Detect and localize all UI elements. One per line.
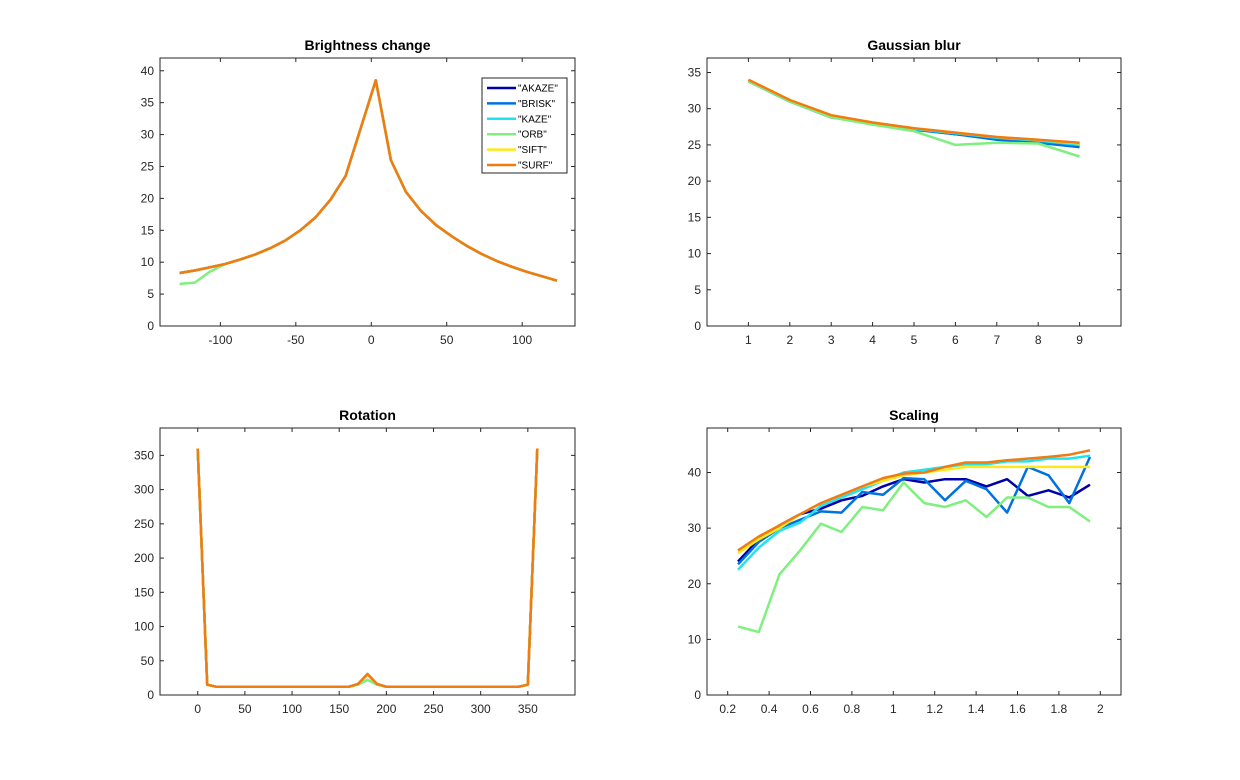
x-tick-label: 1.8 xyxy=(1051,702,1068,716)
y-tick-label: 25 xyxy=(688,138,702,152)
x-tick-label: 5 xyxy=(911,333,918,347)
y-tick-label: 20 xyxy=(141,191,155,205)
series-line-4 xyxy=(747,80,1080,158)
legend-label: "ORB" xyxy=(518,130,547,141)
legend-label: "KAZE" xyxy=(518,114,552,125)
x-tick-label: 0 xyxy=(194,702,201,716)
series-line-3 xyxy=(737,454,1091,571)
x-tick-label: 0 xyxy=(368,333,375,347)
y-tick-label: 20 xyxy=(688,174,702,188)
x-tick-label: 0.6 xyxy=(802,702,819,716)
x-tick-label: 50 xyxy=(440,333,454,347)
chart-title: Brightness change xyxy=(304,37,430,53)
x-tick-label: -100 xyxy=(208,333,232,347)
y-tick-label: 250 xyxy=(134,517,154,531)
x-tick-label: 6 xyxy=(952,333,959,347)
x-tick-label: 50 xyxy=(238,702,252,716)
y-tick-label: 10 xyxy=(141,255,155,269)
x-tick-label: 0.8 xyxy=(844,702,861,716)
y-tick-label: 30 xyxy=(688,521,702,535)
axes-box xyxy=(159,427,576,696)
x-tick-label: 1.2 xyxy=(926,702,943,716)
y-tick-label: 10 xyxy=(688,632,702,646)
x-tick-label: 0.2 xyxy=(719,702,736,716)
legend-label: "BRISK" xyxy=(518,99,556,110)
x-tick-label: -50 xyxy=(287,333,305,347)
legend-label: "SURF" xyxy=(518,161,553,172)
y-tick-label: 20 xyxy=(688,577,702,591)
y-tick-label: 5 xyxy=(147,287,154,301)
series-line-6 xyxy=(747,78,1080,144)
chart-title: Scaling xyxy=(889,407,939,423)
x-tick-label: 300 xyxy=(471,702,491,716)
x-tick-label: 100 xyxy=(512,333,532,347)
chart-title: Rotation xyxy=(339,407,396,423)
x-tick-label: 7 xyxy=(993,333,1000,347)
y-tick-label: 30 xyxy=(141,128,155,142)
x-tick-label: 2 xyxy=(1097,702,1104,716)
legend-label: "AKAZE" xyxy=(518,84,558,95)
legend-label: "SIFT" xyxy=(518,145,547,156)
y-tick-label: 10 xyxy=(688,247,702,261)
legend: "AKAZE" "BRISK" "KAZE" "ORB" "SIFT" "SURF" xyxy=(481,77,568,174)
y-tick-label: 0 xyxy=(694,688,701,702)
y-tick-label: 200 xyxy=(134,551,154,565)
y-tick-label: 0 xyxy=(694,319,701,333)
y-tick-label: 15 xyxy=(141,223,155,237)
x-tick-label: 2 xyxy=(786,333,793,347)
series-line-4 xyxy=(737,481,1091,634)
x-tick-label: 1.4 xyxy=(968,702,985,716)
y-tick-label: 35 xyxy=(141,96,155,110)
legend-box xyxy=(481,77,568,174)
y-tick-label: 150 xyxy=(134,585,154,599)
y-tick-label: 25 xyxy=(141,159,155,173)
y-tick-label: 50 xyxy=(141,654,155,668)
x-tick-label: 250 xyxy=(424,702,444,716)
x-tick-label: 3 xyxy=(828,333,835,347)
subplot-1: Brightness change -100 -50 0 50 100 0 5 10 15 20 25… xyxy=(141,37,576,347)
subplot-2: Gaussian blur 1 2 3 4 5 6 7 8 9 0 5 10 15 20 25 30 35 xyxy=(688,37,1122,347)
series-line-6 xyxy=(179,79,558,282)
x-tick-label: 9 xyxy=(1076,333,1083,347)
series-line-6 xyxy=(737,449,1091,552)
y-tick-label: 300 xyxy=(134,483,154,497)
chart-title: Gaussian blur xyxy=(867,37,961,53)
series-line-2 xyxy=(737,456,1092,566)
x-tick-label: 100 xyxy=(282,702,302,716)
y-tick-label: 0 xyxy=(147,319,154,333)
y-tick-label: 100 xyxy=(134,620,154,634)
subplot-3: Rotation 0 50 100 150 200 250 300 350 0 50 100 150 20… xyxy=(134,407,576,716)
y-tick-label: 15 xyxy=(688,210,702,224)
y-tick-label: 0 xyxy=(147,688,154,702)
x-tick-label: 200 xyxy=(376,702,396,716)
x-tick-label: 1.6 xyxy=(1009,702,1026,716)
y-tick-label: 350 xyxy=(134,448,154,462)
x-tick-label: 8 xyxy=(1035,333,1042,347)
y-tick-label: 35 xyxy=(688,65,702,79)
y-tick-label: 40 xyxy=(141,64,155,78)
x-tick-label: 0.4 xyxy=(761,702,778,716)
x-tick-label: 1 xyxy=(745,333,752,347)
series-line-6 xyxy=(196,448,539,689)
x-tick-label: 1 xyxy=(890,702,897,716)
y-tick-label: 30 xyxy=(688,102,702,116)
x-tick-label: 4 xyxy=(869,333,876,347)
x-tick-label: 350 xyxy=(518,702,538,716)
axes-box xyxy=(706,57,1122,327)
y-tick-label: 40 xyxy=(688,466,702,480)
y-tick-label: 5 xyxy=(694,283,701,297)
x-tick-label: 150 xyxy=(329,702,349,716)
